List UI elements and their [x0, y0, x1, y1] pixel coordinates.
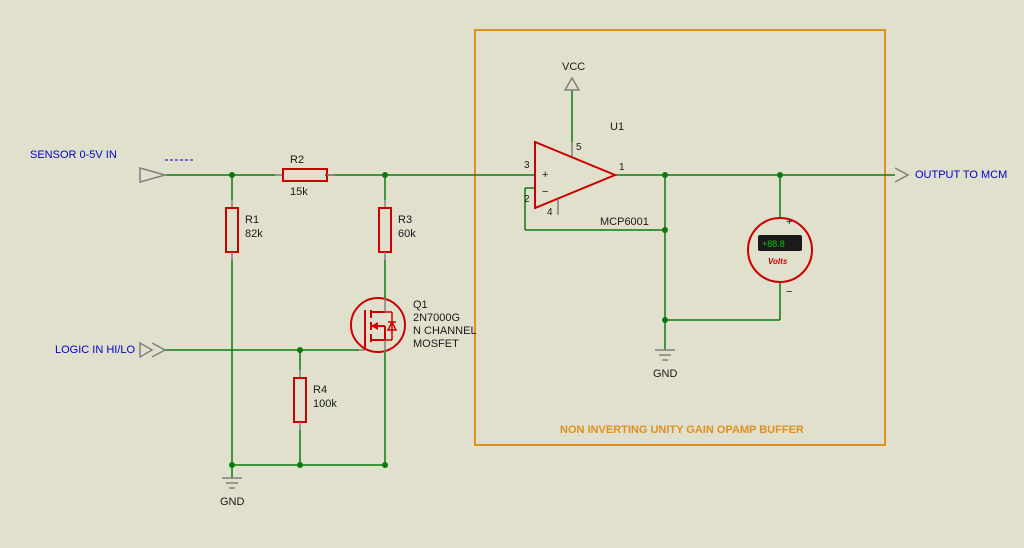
svg-text:SENSOR 0-5V IN: SENSOR 0-5V IN: [30, 149, 117, 161]
svg-text:−: −: [542, 186, 548, 198]
buffer-block-box: [475, 30, 885, 445]
svg-text:100k: 100k: [313, 398, 337, 410]
schematic-canvas: NON INVERTING UNITY GAIN OPAMP BUFFER: [0, 0, 1024, 548]
svg-text:2N7000G: 2N7000G: [413, 312, 460, 324]
svg-text:U1: U1: [610, 121, 624, 133]
svg-text:−: −: [786, 286, 792, 298]
svg-text:60k: 60k: [398, 228, 416, 240]
junction: [229, 462, 235, 468]
svg-text:5: 5: [576, 142, 582, 153]
junction: [662, 172, 668, 178]
svg-text:82k: 82k: [245, 228, 263, 240]
svg-text:VCC: VCC: [562, 61, 585, 73]
svg-text:OUTPUT TO MCM: OUTPUT TO MCM: [915, 169, 1007, 181]
svg-text:2: 2: [524, 194, 530, 205]
svg-text:Volts: Volts: [768, 257, 788, 266]
r4: R4 100k: [294, 370, 337, 430]
r1: R1 82k: [226, 200, 263, 260]
gnd2-symbol: GND: [653, 350, 678, 380]
svg-text:GND: GND: [220, 496, 245, 508]
junction: [297, 462, 303, 468]
junction: [382, 172, 388, 178]
svg-text:+: +: [786, 216, 792, 228]
svg-text:4: 4: [547, 207, 553, 218]
junction: [229, 172, 235, 178]
gnd1-symbol: GND: [220, 478, 245, 508]
svg-text:3: 3: [524, 160, 530, 171]
junction: [297, 347, 303, 353]
svg-text:R2: R2: [290, 154, 304, 166]
svg-text:GND: GND: [653, 368, 678, 380]
svg-text:LOGIC IN HI/LO: LOGIC IN HI/LO: [55, 344, 136, 356]
svg-text:R1: R1: [245, 214, 259, 226]
junction: [662, 227, 668, 233]
svg-text:MOSFET: MOSFET: [413, 338, 459, 350]
svg-text:N CHANNEL: N CHANNEL: [413, 325, 477, 337]
buffer-block-label: NON INVERTING UNITY GAIN OPAMP BUFFER: [560, 424, 804, 436]
svg-text:15k: 15k: [290, 186, 308, 198]
output-port: OUTPUT TO MCM: [895, 168, 1007, 182]
svg-text:1: 1: [619, 162, 625, 173]
sensor-in-port: SENSOR 0-5V IN: [30, 149, 195, 182]
junction: [777, 172, 783, 178]
vcc-symbol: VCC: [562, 61, 585, 90]
r3: R3 60k: [379, 200, 416, 260]
junction: [382, 462, 388, 468]
logic-in-port: LOGIC IN HI/LO: [55, 343, 165, 357]
svg-text:MCP6001: MCP6001: [600, 216, 649, 228]
svg-text:+: +: [542, 169, 548, 181]
junction: [662, 317, 668, 323]
svg-text:R3: R3: [398, 214, 412, 226]
svg-text:+88.8: +88.8: [762, 239, 785, 249]
svg-text:Q1: Q1: [413, 299, 428, 311]
q1-mosfet: Q1 2N7000G N CHANNEL MOSFET: [351, 298, 477, 352]
r2: R2 15k: [275, 154, 335, 198]
svg-text:R4: R4: [313, 384, 327, 396]
